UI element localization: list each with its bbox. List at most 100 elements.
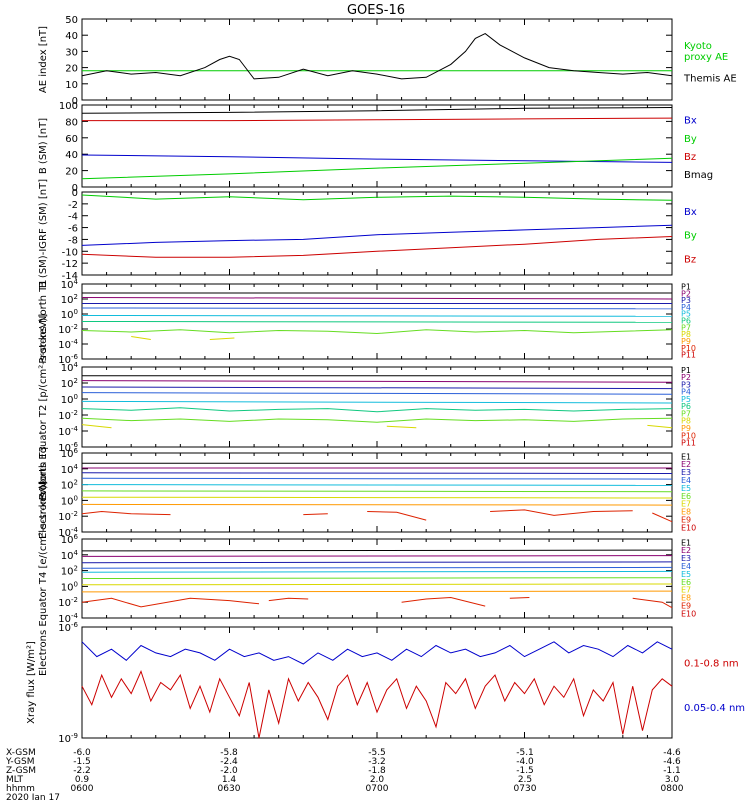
legend-entry: E7 (681, 500, 691, 509)
y-tick-label: 102 (61, 565, 78, 578)
series-e9 (81, 597, 260, 608)
x-axis-row-label: MLT (6, 775, 24, 785)
y-tick-label: 104 (61, 278, 79, 291)
legend-entry: E6 (681, 578, 691, 587)
legend-entry: By (684, 231, 697, 242)
legend-entry: Bz (684, 152, 696, 163)
x-axis-row-label: Z-GSM (6, 766, 36, 776)
series-e9 (401, 596, 486, 607)
panel-bigrf: 0-2-4-6-8-10-12-14B (SM)-IGRF (SM) [nT] B… (38, 179, 697, 288)
x-axis-value: 0600 (71, 784, 94, 794)
x-axis-value: 3.0 (665, 775, 680, 785)
series-e9 (509, 597, 530, 599)
y-axis-label: Electrons Equator T4 [e/(cm²-s-sr-keV)] (38, 481, 49, 676)
series-themis-ae (81, 33, 673, 80)
x-axis-value: -2.4 (220, 757, 238, 767)
series-e1 (81, 549, 673, 552)
y-tick-label: 104 (61, 549, 79, 562)
x-axis-value: -3.2 (368, 757, 386, 767)
y-tick-label: 100 (61, 580, 78, 593)
series-e9 (652, 512, 673, 523)
panel-frame (81, 452, 673, 533)
y-tick-label: 100 (61, 308, 78, 321)
y-axis-label: AE index [nT] (38, 26, 49, 93)
series-e4 (81, 477, 673, 480)
legend-entry: P2 (681, 289, 691, 298)
x-axis-row-label: X-GSM (6, 748, 36, 758)
y-tick-label: 10-6 (58, 621, 78, 634)
legend-entry: E9 (681, 516, 691, 525)
y-tick-label: -14 (62, 271, 78, 282)
y-axis-label: B (SM)-IGRF (SM) [nT] (38, 179, 49, 288)
legend-entry: P10 (681, 344, 696, 353)
y-axis-label: Xray flux [W/m²] (26, 641, 37, 724)
legend-entry: E1 (681, 538, 691, 547)
legend-entry: Bx (684, 207, 697, 218)
y-tick-label: 10-9 (58, 732, 78, 745)
series-e7 (81, 496, 673, 499)
legend-entry: E7 (681, 586, 691, 595)
x-axis-value: -1.5 (73, 757, 91, 767)
series-e5 (81, 570, 673, 573)
series-p8 (647, 424, 673, 429)
x-axis-value: -4.0 (516, 757, 534, 767)
legend-entry: P4 (681, 388, 691, 397)
series-e3 (81, 561, 673, 564)
y-tick-label: 10-4 (58, 612, 78, 625)
legend-entry: Kyoto proxy AE (684, 41, 728, 63)
y-tick-label: 10-2 (58, 409, 78, 422)
series-e6 (81, 490, 673, 493)
series-e8 (81, 590, 673, 593)
y-tick-label: 40 (65, 31, 78, 42)
series-bz (82, 117, 673, 122)
legend-entry: P9 (681, 424, 691, 433)
y-tick-label: -8 (68, 235, 78, 246)
legend-entry: Themis AE (683, 73, 737, 84)
legend: Bx By Bz Bmag (684, 116, 713, 182)
y-tick-label: 10-6 (58, 441, 78, 454)
panel-pe: 104 102 100 10-2 10-4 10-6 Protons Equator T2 … (38, 314, 696, 501)
x-axis-row-label: Y-GSM (5, 757, 34, 767)
legend-entry: P8 (681, 330, 691, 339)
legend-entry: E2 (681, 546, 691, 555)
series-0-05-0-4-nm (81, 641, 673, 665)
legend-entry: Bmag (684, 170, 713, 181)
legend-entry: P1 (681, 366, 691, 375)
series-p7 (81, 329, 673, 335)
legend: 0.1-0.8 nm 0.05-0.4 nm (684, 659, 745, 714)
x-axis-value: 1.4 (222, 775, 237, 785)
series-e9 (490, 509, 633, 516)
series-e9 (268, 597, 309, 602)
x-axis-value: 2.0 (370, 775, 385, 785)
legend-entry: P8 (681, 417, 691, 426)
panel-ae: 50 40 30 20 10 0 AE index [nT] Kyoto proxy AE The… (38, 15, 737, 107)
panel-frame (81, 18, 673, 101)
series-p8 (209, 337, 235, 340)
x-axis-value: -5.8 (220, 748, 238, 758)
x-axis-value: -6.0 (73, 748, 91, 758)
legend-entry: 0.1-0.8 nm (684, 659, 739, 670)
x-axis-value: -4.6 (663, 748, 681, 758)
legend-entry: E5 (681, 570, 691, 579)
series-p8 (386, 425, 417, 429)
legend-entry: P3 (681, 380, 691, 389)
series-bmag (81, 107, 673, 114)
y-tick-label: 20 (65, 64, 78, 75)
y-tick-label: 100 (59, 101, 78, 112)
series-e7 (81, 583, 673, 586)
y-axis-label: Protons North T1 (38, 279, 49, 363)
x-axis-value: -2.0 (220, 766, 238, 776)
x-axis-value: -4.6 (663, 757, 681, 767)
y-tick-label: 0 (72, 96, 78, 107)
panel-en: 106 104 102 100 10-2 10-4 Electrons North T3 E1… (38, 446, 696, 539)
y-tick-label: 102 (61, 293, 78, 306)
legend-entry: Bz (684, 254, 696, 265)
y-tick-label: -10 (62, 247, 78, 258)
series-p2 (81, 297, 673, 300)
y-tick-label: 30 (65, 47, 78, 58)
y-tick-label: 10 (65, 80, 78, 91)
